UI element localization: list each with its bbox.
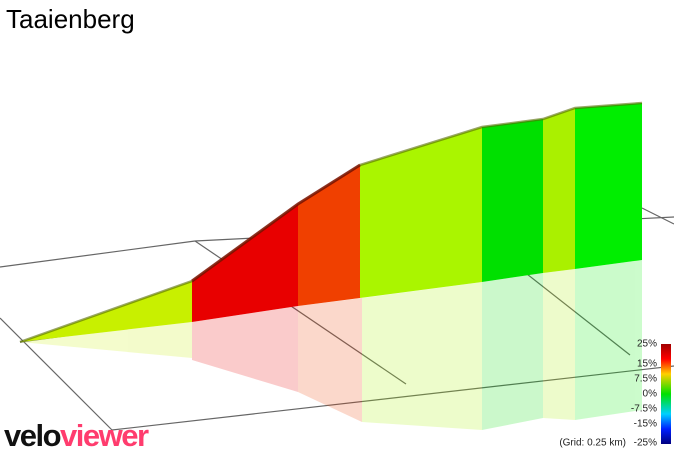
grid-note: (Grid: 0.25 km) bbox=[559, 438, 626, 449]
legend-label: 7.5% bbox=[634, 374, 657, 385]
legend-label: -15% bbox=[634, 419, 657, 430]
reflection bbox=[20, 260, 642, 430]
logo-first: velo bbox=[4, 418, 61, 452]
profile bbox=[19, 101, 643, 344]
logo: veloviewer bbox=[4, 418, 149, 452]
logo-second: viewer bbox=[60, 418, 149, 452]
legend-label: 0% bbox=[643, 389, 658, 400]
legend-label: 15% bbox=[637, 359, 657, 370]
color-scale bbox=[661, 344, 671, 444]
legend-label: 25% bbox=[637, 339, 657, 350]
legend-label: -7.5% bbox=[631, 404, 657, 415]
legend: 25% 15% 7.5% 0% -7.5% -15% -25% (Grid: 0… bbox=[559, 339, 657, 449]
legend-label: -25% bbox=[634, 438, 657, 449]
title: Taaienberg bbox=[6, 4, 135, 34]
